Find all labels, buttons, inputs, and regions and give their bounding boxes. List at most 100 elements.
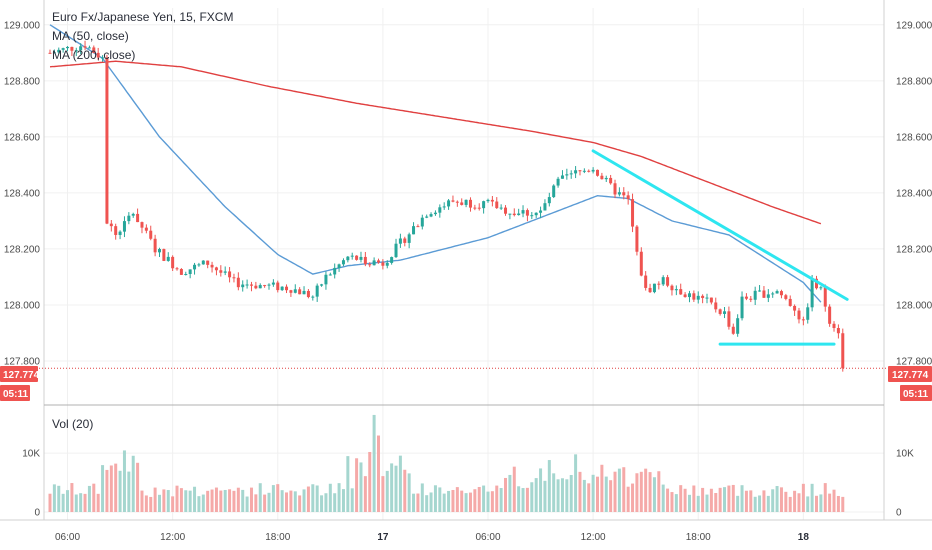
candle-body xyxy=(486,199,490,202)
volume-bar xyxy=(815,495,818,512)
volume-bar xyxy=(127,471,131,512)
candle-body xyxy=(403,238,407,243)
candle-body xyxy=(122,221,126,232)
volume-bar xyxy=(521,488,525,512)
candle-body xyxy=(210,264,214,268)
candle-body xyxy=(324,274,328,285)
candle-body xyxy=(136,213,140,223)
candle-body xyxy=(775,291,779,294)
candle-body xyxy=(705,297,709,299)
candle-body xyxy=(788,298,792,306)
candle-body xyxy=(683,294,687,298)
trendlines[interactable] xyxy=(591,149,849,346)
candle-body xyxy=(692,293,696,300)
volume-bar xyxy=(140,490,144,512)
volume-bar xyxy=(188,490,192,512)
volume-bar xyxy=(806,496,810,512)
candle-body xyxy=(179,269,183,275)
volume-bar xyxy=(582,479,586,512)
volume-bar xyxy=(508,474,512,512)
price-axis-left[interactable]: 129.000 128.800 128.600 128.400 128.200 128.0… xyxy=(4,20,41,367)
y-tick-right: 128.000 xyxy=(896,300,932,311)
candle-body xyxy=(184,273,188,275)
svg-text:127.774: 127.774 xyxy=(892,370,929,381)
time-axis[interactable]: 06:00 12:00 18:00 17 06:00 12:00 18:00 18 xyxy=(55,532,809,543)
chart-title: Euro Fx/Japanese Yen, 15, FXCM xyxy=(52,10,233,24)
volume-bar xyxy=(175,485,179,512)
volume-bar xyxy=(377,435,380,512)
candle-body xyxy=(153,238,157,253)
volume-label[interactable]: Vol (20) xyxy=(52,417,93,431)
candle-body xyxy=(556,178,560,186)
volume-bar xyxy=(48,493,52,512)
volume-pane xyxy=(48,414,845,512)
price-axis-right[interactable]: 129.000 128.800 128.600 128.400 128.200 128.0… xyxy=(896,20,932,367)
volume-bar xyxy=(486,491,490,512)
candle-body xyxy=(219,270,223,273)
candle-body xyxy=(797,310,801,320)
candle-body xyxy=(451,200,455,202)
candle-body xyxy=(696,295,700,300)
candle-body xyxy=(92,47,96,53)
candle-body xyxy=(736,318,740,334)
candle-body xyxy=(517,213,521,216)
volume-bar xyxy=(723,487,727,512)
trendline[interactable] xyxy=(591,149,849,301)
candle-body xyxy=(105,57,109,224)
candle-body xyxy=(109,223,113,227)
volume-bar xyxy=(429,492,433,512)
volume-bar xyxy=(390,463,394,512)
volume-bar xyxy=(534,478,538,512)
legend-ma50[interactable]: MA (50, close) xyxy=(52,29,129,43)
candle-body xyxy=(96,52,100,58)
candle-body xyxy=(140,222,144,228)
legend: Euro Fx/Japanese Yen, 15, FXCM MA (50, c… xyxy=(52,10,233,431)
volume-bar xyxy=(547,460,551,512)
volume-bar xyxy=(841,496,845,512)
candle-body xyxy=(337,264,341,268)
candle-body xyxy=(57,49,61,53)
candle-body xyxy=(236,277,240,288)
svg-text:127.774: 127.774 xyxy=(3,370,40,381)
volume-bar xyxy=(298,495,302,512)
volume-bar xyxy=(52,484,56,512)
candle-body xyxy=(127,215,131,222)
volume-bar xyxy=(346,456,350,512)
volume-bar xyxy=(407,473,411,512)
candle-body xyxy=(171,256,175,269)
volume-bar xyxy=(718,487,722,512)
volume-bar xyxy=(477,486,481,512)
volume-bar xyxy=(74,494,78,512)
volume-bar xyxy=(736,495,740,512)
candle-body xyxy=(79,46,83,51)
candle-body xyxy=(596,169,599,176)
candle-body xyxy=(547,197,551,204)
candle-body xyxy=(779,291,783,296)
candle-body xyxy=(377,260,380,263)
candle-body xyxy=(149,230,153,239)
volume-bar xyxy=(604,476,608,512)
legend-ma200[interactable]: MA (200, close) xyxy=(52,48,135,62)
candle-body xyxy=(280,286,284,291)
volume-bar xyxy=(543,480,547,512)
volume-bar xyxy=(473,489,477,512)
candle-body xyxy=(201,260,205,265)
volume-bar xyxy=(451,489,455,512)
candle-body xyxy=(626,195,630,200)
x-tick: 06:00 xyxy=(475,532,500,543)
volume-bar xyxy=(324,493,328,512)
volume-bar xyxy=(793,490,797,512)
volume-bar xyxy=(442,493,446,512)
volume-bar xyxy=(631,483,635,512)
volume-bar xyxy=(626,486,630,512)
candle-body xyxy=(429,214,433,217)
candle-body xyxy=(61,48,65,50)
volume-bar xyxy=(679,485,683,512)
candle-body xyxy=(381,262,385,266)
candle-body xyxy=(670,285,674,291)
y-tick-right: 128.800 xyxy=(896,76,932,87)
volume-bar xyxy=(87,485,91,512)
volume-bar xyxy=(635,473,639,512)
candle-body xyxy=(622,192,626,196)
